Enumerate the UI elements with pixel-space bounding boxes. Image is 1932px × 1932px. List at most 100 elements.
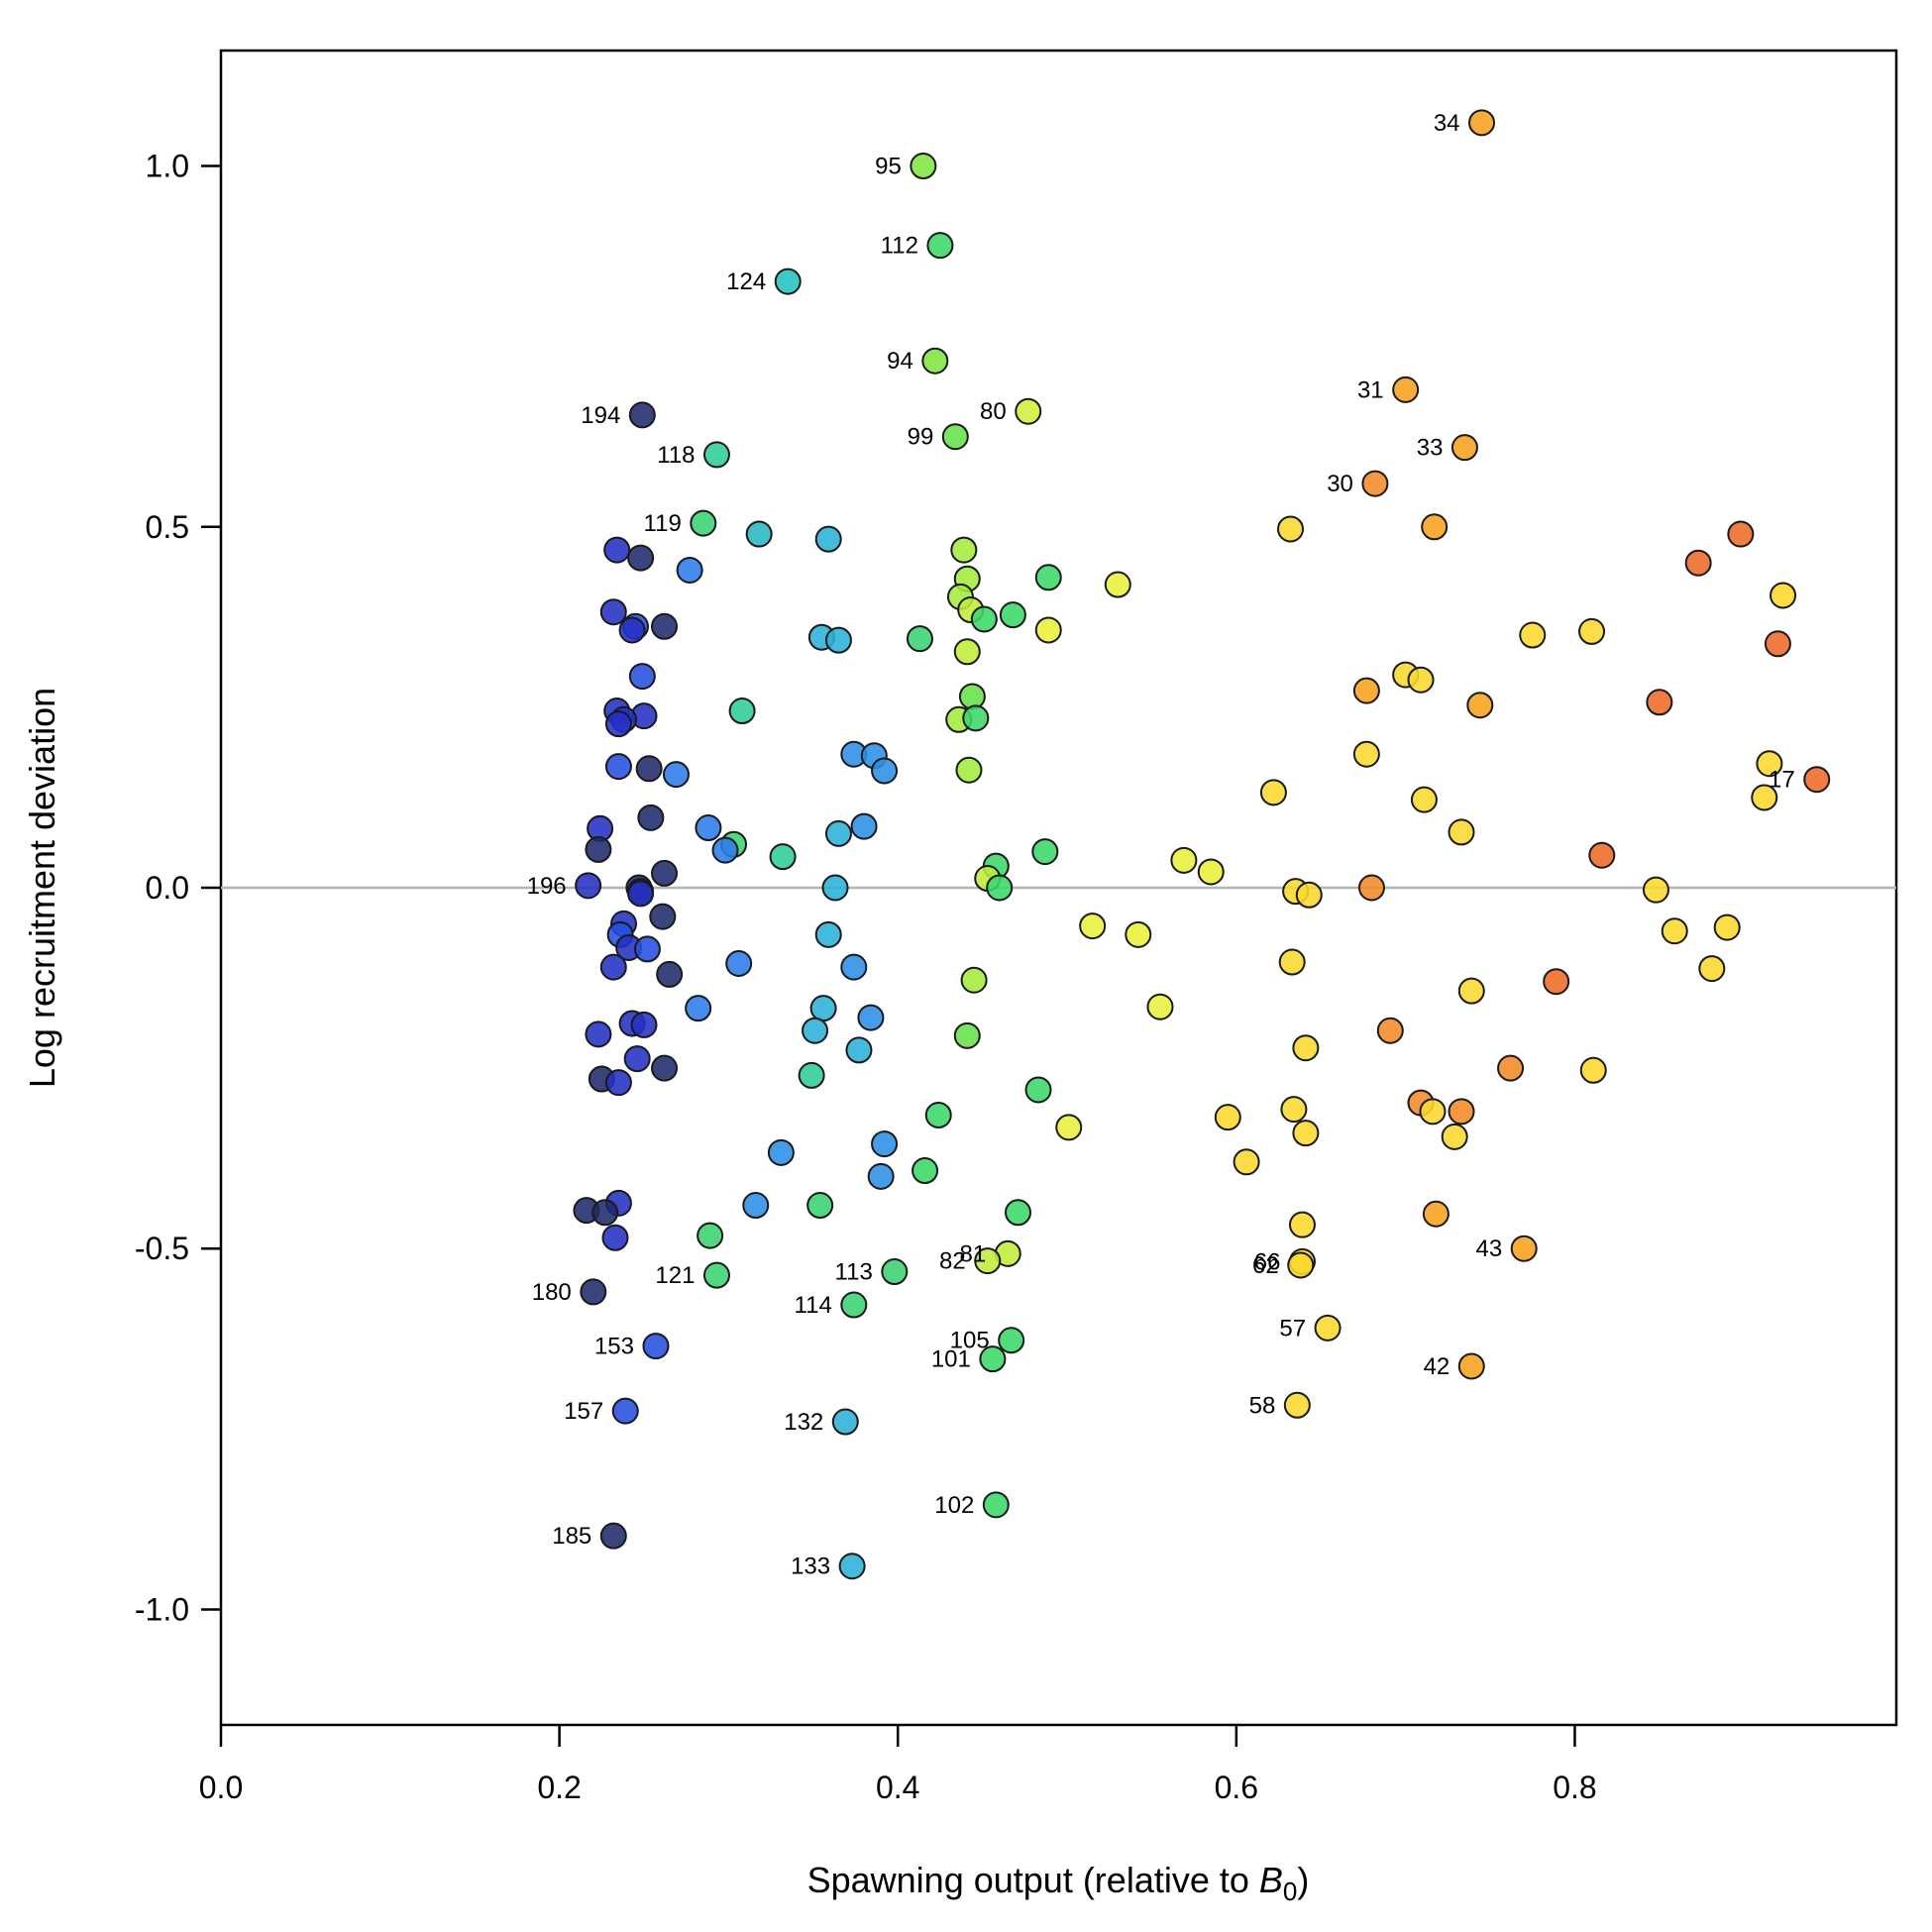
data-point [633,935,661,963]
data-point [979,1345,1007,1373]
data-point [1588,841,1616,869]
y-tick-label: -1.0 [135,1591,189,1627]
data-point [1543,968,1570,996]
data-point [702,441,730,469]
y-tick-label: 0.0 [146,870,189,906]
data-point [1277,515,1305,543]
data-point [690,509,717,537]
x-tick-label: 0.0 [199,1770,243,1805]
data-point-label: 119 [644,510,682,537]
data-point [651,612,679,640]
point-labels: 34 95 112 124 94 31 80 194 99 33 118 30 119 17 196 43 81… [527,110,1795,1580]
data-point [941,423,969,451]
data-point [1510,1234,1538,1262]
data-point [575,872,602,900]
data-point [599,953,627,981]
data-point-label: 30 [1327,471,1353,497]
data-point [798,1061,825,1089]
data-point-label: 57 [1279,1315,1306,1342]
data-point [1448,818,1475,846]
data-point-label: 17 [1769,767,1795,794]
x-axis: 0.0 0.2 0.4 0.6 0.8 [199,1725,1597,1805]
data-point [910,153,937,180]
data-point [601,1224,629,1251]
data-point [1450,434,1478,462]
data-point [824,819,852,847]
data-point [1314,1314,1342,1342]
data-point [642,1333,670,1360]
data-point [1579,1056,1607,1084]
data-point-label: 157 [564,1398,603,1425]
data-point [769,843,797,871]
y-tick-label: 1.0 [146,149,189,184]
data-point [635,755,663,783]
data-point [662,761,690,789]
data-point-label: 105 [950,1328,990,1354]
data-point [1466,692,1494,719]
data-point [840,953,868,981]
data-point [1288,1211,1316,1238]
data-point [603,536,631,564]
data-point [953,638,981,666]
data-point [974,1247,1002,1275]
data-point [1295,881,1323,909]
data-point-label: 113 [835,1259,873,1286]
y-tick-label: 0.5 [146,509,189,545]
data-point [921,347,949,375]
data-point [651,1054,679,1082]
data-point [1034,616,1062,644]
data-point [711,836,739,864]
x-axis-title-close: ) [1297,1860,1309,1900]
data-point-label: 118 [657,442,695,469]
data-point [697,1222,724,1249]
data-point [656,960,684,988]
y-tick-label: -0.5 [135,1231,189,1266]
data-point-label: 43 [1476,1235,1503,1262]
data-point [611,1397,639,1425]
data-point-label: 196 [527,873,567,900]
data-point [1357,874,1385,902]
data-point-label: 62 [1252,1252,1279,1279]
data-point [1055,1114,1083,1141]
data-point-label: 124 [726,268,766,295]
data-point [1457,1352,1485,1380]
data-point [1448,1098,1475,1126]
data-point [1407,666,1435,694]
data-point [986,874,1014,902]
data-point [695,814,722,842]
y-axis-title: Log recruitment deviation [22,688,62,1088]
data-point [1468,109,1496,137]
data-point [1421,513,1449,541]
data-point [1287,1251,1315,1279]
data-point [982,1491,1010,1519]
data-point-label: 42 [1424,1353,1450,1380]
data-point [958,683,986,710]
data-point [814,920,842,948]
y-axis: 1.0 0.5 0.0 -0.5 -1.0 [135,149,221,1627]
data-point [1419,1098,1447,1126]
data-point-label: 132 [784,1409,823,1436]
data-point [906,625,933,653]
data-point [1280,1096,1308,1124]
data-point [857,1004,885,1031]
data-point [871,757,899,785]
data-point-label: 114 [795,1292,832,1319]
data-points [573,109,1831,1580]
data-point-label: 80 [980,398,1007,425]
data-point [881,1258,909,1286]
data-point [585,835,612,863]
data-point [962,704,990,732]
data-point [955,756,983,784]
data-point-label: 102 [934,1492,974,1519]
data-point [1278,948,1306,976]
data-point [1727,520,1755,548]
data-point [953,1021,981,1049]
data-point [725,949,753,977]
data-point [728,698,756,725]
data-point-label: 99 [908,424,934,451]
data-point-label: 133 [791,1554,830,1580]
data-point [628,663,656,691]
data-point [960,966,988,994]
data-point [970,605,998,633]
